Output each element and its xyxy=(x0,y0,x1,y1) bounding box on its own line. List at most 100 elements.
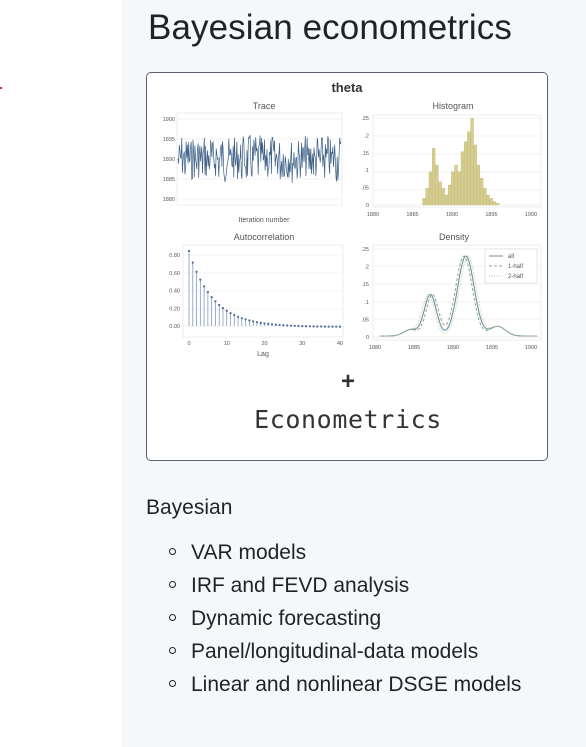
autocorrelation-point xyxy=(323,325,326,328)
autocorrelation-point xyxy=(240,317,243,320)
legend-label-all: all xyxy=(508,254,514,260)
autocorrelation-gridlines xyxy=(183,254,343,327)
autocorrelation-point xyxy=(259,321,262,324)
list-item-label: VAR models xyxy=(191,541,307,564)
density-x-tick: 1890 xyxy=(447,345,459,351)
density-x-tick: 1885 xyxy=(408,345,420,351)
histogram-bar xyxy=(438,181,442,206)
autocorrelation-point xyxy=(267,322,270,326)
autocorrelation-point xyxy=(255,321,259,324)
histogram-bar xyxy=(432,148,436,206)
autocorrelation-point xyxy=(191,261,194,264)
autocorrelation-point xyxy=(187,249,191,253)
autocorrelation-y-tick-labels: 0.80 0.60 0.40 0.20 0.00 xyxy=(169,253,180,330)
autocorrelation-point xyxy=(278,323,281,327)
autocorrelation-point xyxy=(308,325,311,328)
trace-y-tick: 1890 xyxy=(163,157,175,163)
left-margin xyxy=(0,0,122,747)
plus-sign: + xyxy=(340,368,355,395)
section-title: Bayesian xyxy=(146,496,233,519)
histogram-bar xyxy=(470,118,474,206)
autocorrelation-point xyxy=(225,309,228,312)
autocorrelation-point xyxy=(327,325,330,328)
econometrics-caption: Econometrics xyxy=(254,405,442,434)
histogram-x-tick-labels: 1880 1885 1890 1895 1900 xyxy=(367,212,537,218)
page-title: Bayesian econometrics xyxy=(148,8,512,47)
histogram-y-tick: .05 xyxy=(361,186,369,192)
histogram-bar xyxy=(435,164,439,206)
autocorrelation-stems xyxy=(187,249,342,328)
autocorrelation-y-tick: 0.80 xyxy=(169,253,180,259)
trace-y-tick: 1880 xyxy=(163,197,175,203)
autocorrelation-point xyxy=(199,278,202,281)
autocorrelation-point xyxy=(236,315,240,318)
figure-main-title: theta xyxy=(331,80,363,95)
histogram-bar xyxy=(451,171,455,206)
histogram-y-tick: .25 xyxy=(361,116,369,122)
autocorrelation-point xyxy=(320,325,323,328)
list-item: Linear and nonlinear DSGE models xyxy=(146,668,576,701)
bullet-circle-icon xyxy=(169,614,176,621)
autocorrelation-title: Autocorrelation xyxy=(234,232,295,242)
density-y-tick: .1 xyxy=(364,300,369,306)
density-y-tick: 0 xyxy=(366,335,369,341)
legend-label-first-half: 1-half xyxy=(508,264,523,270)
bullet-circle-icon xyxy=(169,581,176,588)
autocorrelation-point xyxy=(206,291,209,294)
autocorrelation-y-tick: 0.00 xyxy=(169,324,180,330)
bullet-circle-icon xyxy=(169,647,176,654)
histogram-bar xyxy=(486,194,490,206)
autocorrelation-point xyxy=(304,325,308,328)
autocorrelation-point xyxy=(293,324,296,327)
histogram-x-tick: 1895 xyxy=(485,212,497,218)
histogram-y-tick: .2 xyxy=(364,133,369,139)
autocorrelation-point xyxy=(195,270,198,273)
bullet-circle-icon xyxy=(169,548,176,555)
list-item: Panel/longitudinal-data models xyxy=(146,635,576,668)
histogram-bar xyxy=(454,164,458,206)
autocorrelation-x-tick: 30 xyxy=(299,341,305,347)
autocorrelation-point xyxy=(338,325,342,328)
density-x-tick: 1895 xyxy=(486,345,498,351)
histogram-bar xyxy=(425,188,429,206)
autocorrelation-y-tick: 0.20 xyxy=(169,306,180,312)
autocorrelation-point xyxy=(221,306,225,310)
trace-title: Trace xyxy=(253,101,276,111)
autocorrelation-point xyxy=(331,325,334,328)
autocorrelation-point xyxy=(263,322,266,325)
histogram-bar xyxy=(489,198,493,206)
histogram-x-tick: 1890 xyxy=(446,212,458,218)
histogram-bar xyxy=(473,144,477,206)
histogram-bar xyxy=(496,203,500,206)
autocorrelation-point xyxy=(229,311,232,315)
autocorrelation-point xyxy=(282,324,285,327)
density-x-tick: 1900 xyxy=(525,345,537,351)
density-y-tick-labels: .25 .2 .15 .1 .05 0 xyxy=(361,247,369,341)
list-item: VAR models xyxy=(146,536,576,569)
trace-xlabel: Iteration number xyxy=(239,217,291,224)
trace-y-tick: 1900 xyxy=(163,117,175,123)
autocorrelation-x-tick: 10 xyxy=(224,341,230,347)
marker-dot xyxy=(0,87,2,89)
autocorrelation-xlabel: Lag xyxy=(257,351,269,358)
autocorrelation-point xyxy=(210,295,213,299)
density-first-half-line xyxy=(379,255,537,337)
histogram-bar xyxy=(428,171,433,206)
histogram-bar xyxy=(480,178,484,206)
histogram-y-tick: .1 xyxy=(364,168,369,174)
histogram-title: Histogram xyxy=(432,101,473,111)
autocorrelation-point xyxy=(316,325,319,328)
list-item-label: IRF and FEVD analysis xyxy=(191,574,410,597)
autocorrelation-point xyxy=(335,325,338,328)
histogram-bar xyxy=(460,151,465,206)
histogram-bars xyxy=(422,118,500,206)
density-title: Density xyxy=(439,232,470,242)
list-item: Dynamic forecasting xyxy=(146,602,576,635)
histogram-bar xyxy=(483,188,487,206)
histogram-bar xyxy=(441,188,445,206)
topic-list: VAR models IRF and FEVD analysis Dynamic… xyxy=(146,536,576,701)
histogram-x-tick: 1900 xyxy=(525,212,537,218)
autocorrelation-point xyxy=(297,324,300,328)
autocorrelation-point xyxy=(270,323,274,326)
trace-y-tick: 1895 xyxy=(163,137,175,143)
